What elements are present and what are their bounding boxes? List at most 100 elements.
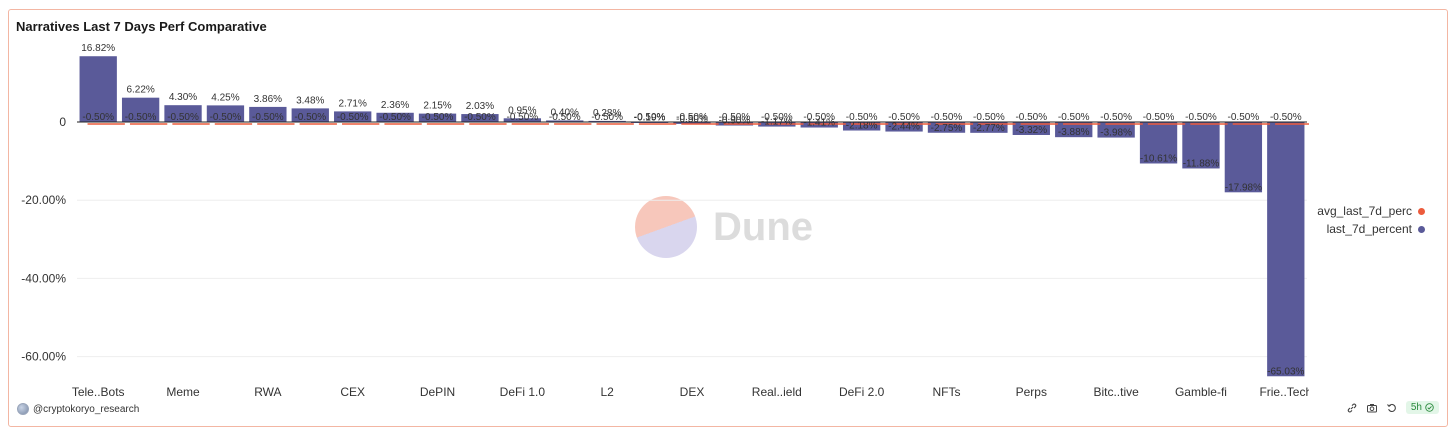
legend-item-avg[interactable]: avg_last_7d_perc	[1317, 202, 1425, 220]
check-circle-icon	[1425, 403, 1434, 412]
bar	[927, 122, 966, 133]
bar-value-label: 2.71%	[339, 98, 367, 109]
bar	[885, 122, 923, 132]
x-category-label: RWA	[254, 385, 281, 399]
bar-value-label: -10.61%	[1140, 153, 1177, 164]
avg-value-label: -0.50%	[422, 112, 454, 123]
avg-value-label: -0.50%	[294, 112, 326, 123]
avg-value-label: -0.50%	[973, 112, 1005, 123]
bar-value-label: 2.36%	[381, 100, 409, 111]
bar-value-label: 0.95%	[508, 105, 536, 116]
bar-value-label: -2.44%	[888, 122, 920, 133]
bar-value-label: -1.17%	[761, 117, 793, 128]
x-category-label: Real..ield	[752, 385, 802, 399]
avg-value-label: -0.50%	[464, 112, 496, 123]
bar-value-label: 3.48%	[296, 95, 324, 106]
avg-value-label: -0.50%	[634, 112, 666, 123]
avg-value-label: -0.50%	[761, 112, 793, 123]
x-category-label: Perps	[1016, 385, 1047, 399]
bar-value-label: -3.88%	[1058, 127, 1090, 138]
avg-value-label: -0.50%	[379, 112, 411, 123]
bar	[970, 122, 1008, 133]
avg-value-label: -0.50%	[591, 112, 623, 123]
avg-value-label: -0.50%	[888, 112, 920, 123]
x-category-label: CEX	[340, 385, 365, 399]
bar-value-label: -2.77%	[973, 123, 1005, 134]
chart-card: Narratives Last 7 Days Perf Comparative …	[8, 9, 1448, 427]
avg-value-label: -0.50%	[1100, 112, 1132, 123]
bar	[1139, 122, 1178, 164]
freshness-text: 5h	[1410, 402, 1422, 413]
x-category-label: DeFi 1.0	[500, 385, 546, 399]
x-category-label: DEX	[680, 385, 705, 399]
bar	[503, 118, 542, 122]
bar-value-label: -65.03%	[1267, 366, 1304, 377]
bar	[291, 108, 329, 122]
bar-value-label: -0.19%	[634, 113, 666, 124]
avg-value-label: -0.50%	[1270, 112, 1302, 123]
x-category-label: DeFi 2.0	[839, 385, 885, 399]
avg-value-label: -0.50%	[210, 112, 242, 123]
bar	[588, 120, 626, 122]
y-tick-label: 0	[59, 115, 66, 129]
bar-value-label: -1.41%	[803, 118, 835, 129]
x-category-label: NFTs	[932, 385, 960, 399]
legend-item-percent[interactable]: last_7d_percent	[1317, 220, 1425, 238]
bar-value-label: 4.25%	[211, 92, 239, 103]
bar	[334, 111, 372, 122]
avg-value-label: -0.50%	[1015, 112, 1047, 123]
bar-value-label: -0.90%	[719, 116, 751, 127]
link-icon[interactable]	[1346, 402, 1358, 414]
avg-value-label: -0.50%	[167, 112, 199, 123]
bar	[1012, 122, 1050, 135]
avg-value-label: -0.50%	[1228, 112, 1260, 123]
legend-dot-avg	[1418, 207, 1425, 215]
bar	[206, 105, 245, 122]
bar	[800, 122, 838, 128]
y-tick-label: -40.00%	[21, 271, 66, 285]
avg-value-label: -0.50%	[1143, 112, 1175, 123]
bar-value-label: 16.82%	[81, 43, 115, 54]
bar-value-label: -3.32%	[1015, 125, 1047, 136]
camera-icon[interactable]	[1366, 402, 1378, 414]
bar-value-label: 6.22%	[126, 85, 154, 96]
x-category-label: L2	[600, 385, 614, 399]
bar	[249, 106, 287, 122]
bar	[461, 114, 499, 122]
avg-value-label: -0.50%	[252, 112, 284, 123]
bar-value-label: 4.30%	[169, 92, 197, 103]
bar-chart: 0 -20.00% -40.00% -60.00% 16.82% 6.22% 4.30% 4.…	[21, 43, 1309, 399]
footer-author[interactable]: @cryptokoryo_research	[17, 403, 139, 415]
avg-value-label: -0.50%	[507, 112, 539, 123]
bar-value-label: 0.40%	[551, 107, 579, 118]
refresh-icon[interactable]	[1386, 402, 1398, 414]
bar	[1055, 122, 1093, 138]
bar	[673, 122, 711, 124]
y-tick-label: -20.00%	[21, 193, 66, 207]
freshness-badge[interactable]: 5h	[1405, 401, 1439, 414]
avg-value-label: -0.50%	[82, 112, 114, 123]
bar	[1224, 122, 1263, 193]
x-category-label: DePIN	[420, 385, 455, 399]
avg-value-label: -0.50%	[846, 112, 878, 123]
avg-value-label: -0.50%	[676, 112, 708, 123]
bar-value-label: -0.50%	[676, 114, 708, 125]
bar	[546, 120, 584, 122]
avg-value-label: -0.50%	[1185, 112, 1217, 123]
x-category-label: Meme	[166, 385, 200, 399]
bar	[418, 113, 457, 122]
bar	[79, 56, 117, 123]
avg-value-label: -0.50%	[125, 112, 157, 123]
y-tick-label: -60.00%	[21, 350, 66, 364]
x-category-label: Tele..Bots	[72, 385, 125, 399]
avatar	[17, 403, 29, 415]
avg-value-label: -0.50%	[719, 112, 751, 123]
bar-value-label: -3.98%	[1100, 128, 1132, 139]
x-category-label: Bitc..tive	[1093, 385, 1139, 399]
bar	[164, 105, 202, 122]
avg-value-label: -0.50%	[337, 112, 369, 123]
bar-value-label: -2.75%	[931, 123, 963, 134]
bar	[121, 97, 160, 122]
legend-label-avg: avg_last_7d_perc	[1317, 204, 1412, 218]
x-category-label: Gamble-fi	[1175, 385, 1227, 399]
